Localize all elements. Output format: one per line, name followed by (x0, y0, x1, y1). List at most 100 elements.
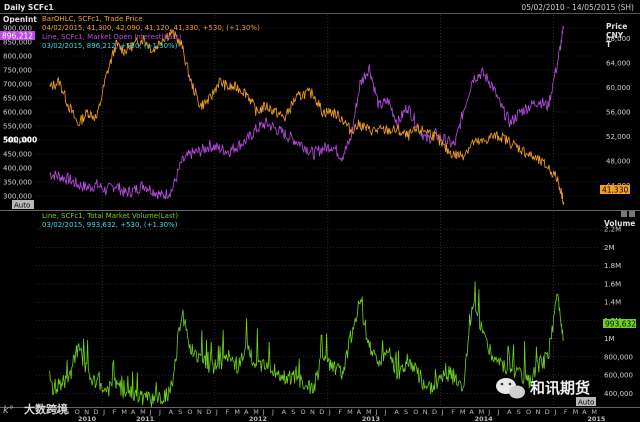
x-month-label: M (366, 408, 372, 416)
x-month-label: J (149, 408, 152, 416)
x-month-label: M (591, 408, 597, 416)
x-month-label: M (479, 408, 485, 416)
x-month-label: J (262, 408, 265, 416)
panel-resize-handle[interactable] (621, 211, 627, 217)
x-month-label: J (375, 408, 378, 416)
openint-bold-tick: 500,000 (3, 136, 37, 145)
legend-volume-line1: Line, SCFc1, Total Market Volume(Last) (42, 212, 178, 220)
price-tick-label: 64,000 (606, 60, 631, 68)
x-month-label: M (234, 408, 240, 416)
bottom-auto-button[interactable]: Auto (578, 399, 594, 407)
right-watermark: 和讯期货 (496, 378, 590, 399)
x-month-label: J (102, 408, 105, 416)
date-range: 05/02/2010 - 14/05/2015 (SH) (521, 3, 634, 12)
x-month-label: S (404, 408, 408, 416)
openint-tick-label: 400,000 (3, 165, 32, 173)
volume-tick-label: 1.8M (604, 262, 621, 270)
x-month-label: M (121, 408, 127, 416)
top-grid (36, 27, 600, 197)
price-axis-title-line2: CNY (606, 31, 624, 40)
volume-tick-label: 600,000 (604, 372, 633, 380)
left-watermark: k° 大数跨境 (3, 402, 68, 416)
x-year-label: 2011 (136, 415, 155, 422)
openint-tick-label: 600,000 (3, 109, 32, 117)
x-month-label: S (178, 408, 182, 416)
x-month-label: A (394, 408, 399, 416)
legend-volume-line2: 03/02/2015, 993,632, +530, (+1.30%) (42, 221, 178, 229)
x-month-label: D (432, 408, 437, 416)
volume-ticks: 2.2M2M1.8M1.6M1.4M1.2M1M800,000600,00040… (604, 226, 633, 398)
x-month-label: M (253, 408, 259, 416)
price-last-badge: 41,330 (602, 186, 628, 195)
wechat-icon (496, 378, 525, 399)
openint-ticks: 900,000 850,000 800,000 750,000 700,000 650,0… (3, 25, 37, 201)
x-month-label: J (271, 408, 274, 416)
bottom-series (49, 281, 564, 407)
x-month-label: J (328, 408, 331, 416)
price-tick-label: 52,000 (606, 133, 631, 141)
left-watermark-text: 大数跨境 (24, 402, 68, 416)
openint-tick-label: 550,000 (3, 123, 32, 131)
x-month-label: J (384, 408, 387, 416)
volume-tick-label: 800,000 (604, 353, 633, 361)
openint-tick-label: 850,000 (3, 39, 32, 47)
panel-close-handle[interactable] (629, 211, 635, 217)
x-month-label: N (536, 408, 541, 416)
x-month-label: N (423, 408, 428, 416)
x-month-label: J (441, 408, 444, 416)
x-month-label: F (113, 408, 117, 416)
x-month-label: A (56, 408, 61, 416)
top-series (49, 25, 565, 205)
x-month-label: O (187, 408, 192, 416)
x-month-label: D (545, 408, 550, 416)
openint-axis-title: OpenInt (3, 15, 37, 24)
x-month-label: J (497, 408, 500, 416)
x-month-label: J (215, 408, 218, 416)
x-month-label: J (553, 408, 556, 416)
volume-line (49, 281, 564, 407)
price-tick-label: 56,000 (606, 109, 631, 117)
x-year-label: 2010 (78, 415, 97, 422)
x-month-label: O (413, 408, 418, 416)
x-month-label: O (526, 408, 531, 416)
left-watermark-logo: k° (3, 405, 14, 416)
volume-axis-title: Volume (604, 219, 635, 228)
x-month-label: S (517, 408, 521, 416)
open-interest-line (49, 25, 564, 200)
x-month-label: A (582, 408, 587, 416)
bottom-grid (36, 228, 600, 394)
x-month-label: O (300, 408, 305, 416)
price-ohlc-line (49, 29, 565, 205)
x-month-label: A (131, 408, 136, 416)
openint-tick-label: 500,000 (3, 137, 32, 145)
price-tick-label: 48,000 (606, 158, 631, 166)
x-month-label: A (244, 408, 249, 416)
openint-tick-label: 750,000 (3, 67, 32, 75)
price-tick-label: 68,000 (606, 35, 631, 43)
x-year-label: 2013 (362, 415, 380, 422)
oi-last-badge: 896,212 (2, 32, 33, 41)
x-month-label: N (84, 408, 89, 416)
x-month-label: N (310, 408, 315, 416)
x-month-label: M (140, 408, 146, 416)
x-month-label: O (75, 408, 80, 416)
bottom-auto-button-bg[interactable] (576, 397, 596, 406)
x-month-label: D (206, 408, 211, 416)
openint-tick-label: 650,000 (3, 95, 32, 103)
top-auto-button[interactable]: Auto (14, 202, 30, 210)
x-month-label: A (469, 408, 474, 416)
chart-title: Daily SCFc1 (4, 3, 54, 12)
openint-tick-label: 700,000 (3, 81, 32, 89)
legend-oi-line2: 03/02/2015, 896,212, +530, (+1.30%) (42, 42, 178, 50)
volume-tick-label: 2.2M (604, 226, 621, 234)
volume-last-badge: 993,632 (605, 320, 636, 329)
price-tick-label: 60,000 (606, 84, 631, 92)
x-month-label: M (573, 408, 579, 416)
top-auto-button-bg[interactable] (12, 200, 34, 209)
x-month-label: A (507, 408, 512, 416)
x-year-label: 2015 (587, 415, 606, 422)
right-watermark-text: 和讯期货 (530, 379, 590, 397)
volume-tick-label: 1.6M (604, 280, 621, 288)
